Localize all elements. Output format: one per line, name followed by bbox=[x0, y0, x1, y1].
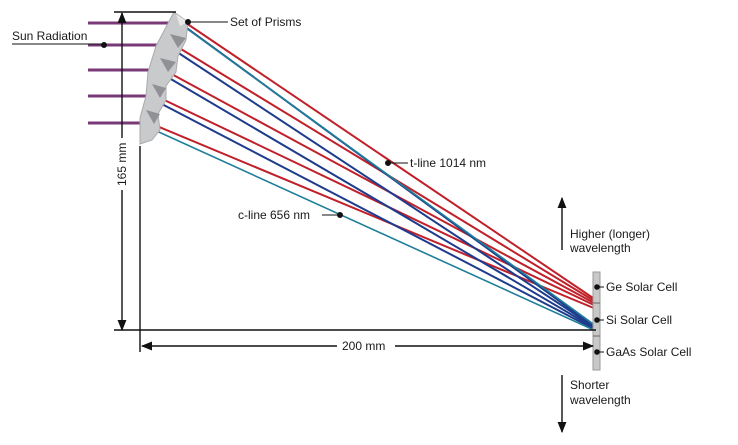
blue-ray bbox=[155, 100, 597, 331]
prism-facet bbox=[152, 84, 166, 98]
blue-ray bbox=[163, 74, 597, 330]
prism-facet bbox=[170, 34, 186, 48]
c-line-ray bbox=[149, 127, 597, 332]
horizontal-dimension-label-bg bbox=[337, 338, 395, 354]
shorter-wavelength-label-2: wavelength bbox=[569, 393, 631, 407]
shorter-wavelength-label-1: Shorter bbox=[570, 378, 609, 392]
set-of-prisms-label: Set of Prisms bbox=[230, 15, 301, 29]
leader-lines bbox=[12, 19, 604, 355]
vertical-dimension-label-bg bbox=[114, 138, 130, 190]
leader-dot bbox=[337, 212, 343, 218]
leader-dot bbox=[594, 317, 600, 323]
sun-radiation-label: Sun Radiation bbox=[12, 29, 87, 43]
prism-set bbox=[139, 11, 189, 145]
leader-dot bbox=[101, 42, 107, 48]
c-line-ray bbox=[185, 27, 597, 327]
higher-wavelength-label-2: wavelength bbox=[569, 241, 631, 255]
horizontal-dimension-label: 200 mm bbox=[342, 339, 385, 353]
t-line-ray bbox=[157, 96, 597, 307]
higher-wavelength-label-1: Higher (longer) bbox=[570, 227, 650, 241]
blue-ray bbox=[173, 49, 597, 329]
prism-facet bbox=[146, 110, 160, 124]
si-solar-cell-label: Si Solar Cell bbox=[606, 313, 672, 327]
gaas-solar-cell-label: GaAs Solar Cell bbox=[606, 345, 691, 359]
prism-facet bbox=[160, 58, 176, 72]
c-line-label: c-line 656 nm bbox=[238, 208, 310, 222]
leader-dot bbox=[185, 19, 191, 25]
leader-dot bbox=[594, 349, 600, 355]
leader-dot bbox=[594, 284, 600, 290]
leader-dot bbox=[385, 160, 391, 166]
short-wavelength-rays bbox=[155, 25, 597, 331]
ge-solar-cell-label: Ge Solar Cell bbox=[606, 280, 677, 294]
vertical-dimension-label: 165 mm bbox=[115, 143, 129, 186]
t-line-ray bbox=[185, 22, 597, 301]
prism-body bbox=[139, 11, 189, 145]
t-line-label: t-line 1014 nm bbox=[410, 156, 486, 170]
prism-facet bbox=[176, 14, 188, 26]
c-line-rays bbox=[149, 27, 597, 332]
t-line-ray bbox=[151, 123, 597, 310]
